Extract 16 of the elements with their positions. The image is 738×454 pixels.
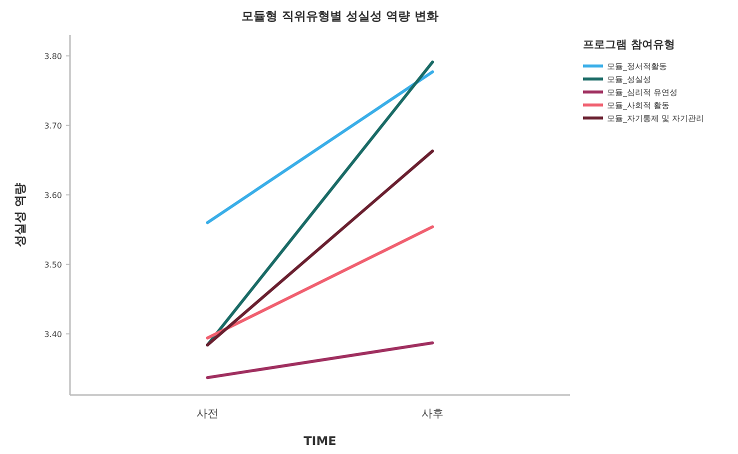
x-tick-label: 사전 [196,407,218,420]
y-tick-label: 3.80 [44,52,62,61]
legend-label: 모듈_자기통제 및 자기관리 [607,114,704,123]
y-tick-label: 3.50 [44,260,62,270]
legend-title: 프로그램 참여유형 [583,38,675,51]
y-axis-title: 성실성 역량 [13,182,27,248]
y-tick-label: 3.60 [44,190,62,200]
y-tick-label: 3.40 [44,330,62,339]
chart-title: 모듈형 직위유형별 성실성 역량 변화 [242,9,438,23]
legend-label: 모듈_성실성 [607,75,651,84]
y-tick-label: 3.70 [44,121,62,130]
legend-label: 모듈_심리적 유연성 [607,88,678,97]
legend-label: 모듈_정서적활동 [607,62,667,71]
legend-label: 모듈_사회적 활동 [607,101,670,110]
x-tick-label: 사후 [422,407,444,420]
x-axis-title: TIME [304,434,336,448]
